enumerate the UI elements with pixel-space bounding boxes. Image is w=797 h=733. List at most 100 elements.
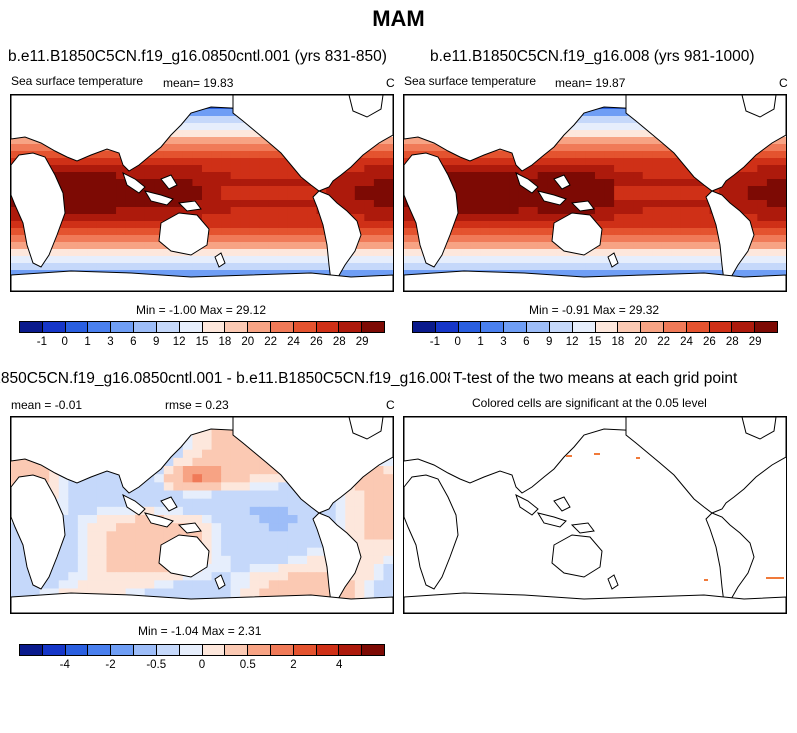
sst-cell bbox=[87, 249, 98, 257]
sst-cell bbox=[766, 193, 778, 201]
difference-cell bbox=[383, 564, 393, 573]
difference-cell bbox=[335, 498, 346, 508]
colorbar-tick-label: 2 bbox=[290, 659, 297, 671]
difference-cell bbox=[259, 498, 270, 508]
difference-cell bbox=[240, 588, 251, 598]
difference-cell bbox=[373, 531, 385, 541]
sst-cell bbox=[776, 200, 786, 208]
difference-cell bbox=[316, 564, 327, 573]
sst-cell bbox=[595, 249, 606, 257]
sst-cell bbox=[633, 137, 644, 145]
sst-cell bbox=[268, 235, 279, 243]
sst-cell bbox=[585, 263, 596, 271]
sst-cell bbox=[690, 200, 701, 208]
sst-cell bbox=[259, 200, 270, 208]
difference-cell bbox=[135, 482, 146, 492]
difference-cell bbox=[68, 498, 79, 508]
sst-cell bbox=[230, 172, 241, 180]
sst-cell bbox=[489, 179, 501, 187]
sst-cell bbox=[671, 179, 682, 187]
sst-cell bbox=[623, 137, 634, 145]
sst-cell bbox=[11, 228, 22, 236]
colorbar-tick-label: 1 bbox=[477, 336, 484, 348]
sst-cell bbox=[680, 214, 692, 222]
sst-cell bbox=[154, 221, 165, 229]
sst-cell bbox=[575, 270, 587, 278]
difference-cell bbox=[68, 572, 79, 581]
difference-cell bbox=[125, 506, 136, 516]
sst-cell bbox=[642, 228, 653, 236]
sst-cell bbox=[661, 193, 672, 201]
panel2-minmax: Min = -0.91 Max = 29.32 bbox=[529, 303, 660, 317]
sst-cell bbox=[537, 158, 548, 166]
sst-cell bbox=[690, 193, 701, 201]
difference-cell bbox=[268, 466, 279, 475]
sst-cell bbox=[614, 186, 625, 194]
sst-cell bbox=[528, 249, 539, 257]
sst-cell bbox=[604, 172, 615, 180]
sst-cell bbox=[575, 263, 587, 271]
sst-cell bbox=[268, 249, 279, 257]
sst-cell bbox=[575, 256, 587, 264]
difference-cell bbox=[116, 531, 127, 541]
sst-cell bbox=[404, 242, 415, 250]
sst-cell bbox=[595, 151, 606, 159]
sst-cell bbox=[509, 193, 520, 201]
sst-cell bbox=[297, 235, 308, 243]
difference-cell bbox=[192, 498, 203, 508]
difference-cell bbox=[259, 523, 270, 532]
sst-cell bbox=[690, 179, 701, 187]
sst-cell bbox=[192, 116, 203, 124]
sst-cell bbox=[307, 235, 318, 243]
sst-cell bbox=[547, 263, 558, 271]
sst-cell bbox=[680, 179, 692, 187]
difference-cell bbox=[278, 506, 289, 516]
sst-cell bbox=[470, 249, 481, 257]
sst-cell bbox=[373, 144, 385, 152]
colorbar-tick-label: 6 bbox=[523, 336, 530, 348]
sst-cell bbox=[135, 228, 146, 236]
sst-cell bbox=[595, 172, 606, 180]
difference-cell bbox=[383, 498, 393, 508]
sst-cell bbox=[335, 186, 346, 194]
sst-cell bbox=[661, 221, 672, 229]
sst-cell bbox=[307, 249, 318, 257]
difference-cell bbox=[125, 523, 136, 532]
sst-cell bbox=[595, 158, 606, 166]
sst-cell bbox=[211, 214, 222, 222]
sst-cell bbox=[221, 144, 232, 152]
sst-cell bbox=[499, 172, 510, 180]
sst-cell bbox=[499, 200, 510, 208]
sst-cell bbox=[700, 207, 711, 215]
sst-cell bbox=[614, 151, 625, 159]
sst-cell bbox=[528, 214, 539, 222]
colorbar-tick-label: 20 bbox=[634, 336, 648, 348]
sst-cell bbox=[345, 207, 356, 215]
sst-cell bbox=[766, 165, 778, 173]
sst-cell bbox=[278, 235, 289, 243]
land-outline bbox=[515, 494, 539, 516]
sst-cell bbox=[354, 207, 365, 215]
difference-cell bbox=[182, 498, 194, 508]
difference-cell bbox=[268, 572, 279, 581]
sst-cell bbox=[20, 242, 31, 250]
sst-cell bbox=[383, 200, 393, 208]
sst-cell bbox=[20, 249, 31, 257]
sst-cell bbox=[528, 207, 539, 215]
sst-cell bbox=[240, 263, 251, 271]
sst-cell bbox=[135, 172, 146, 180]
sst-cell bbox=[192, 144, 203, 152]
sst-cell bbox=[470, 165, 481, 173]
land-outline bbox=[160, 496, 178, 512]
sst-cell bbox=[116, 193, 127, 201]
difference-cell bbox=[345, 588, 356, 598]
difference-cell bbox=[221, 466, 232, 475]
sst-cell bbox=[528, 235, 539, 243]
sst-cell bbox=[182, 116, 194, 124]
sst-cell bbox=[173, 151, 184, 159]
difference-cell bbox=[182, 466, 194, 475]
difference-cell bbox=[287, 506, 299, 516]
difference-cell bbox=[192, 433, 203, 443]
colorbar-swatch bbox=[316, 645, 340, 655]
sst-cell bbox=[451, 165, 462, 173]
